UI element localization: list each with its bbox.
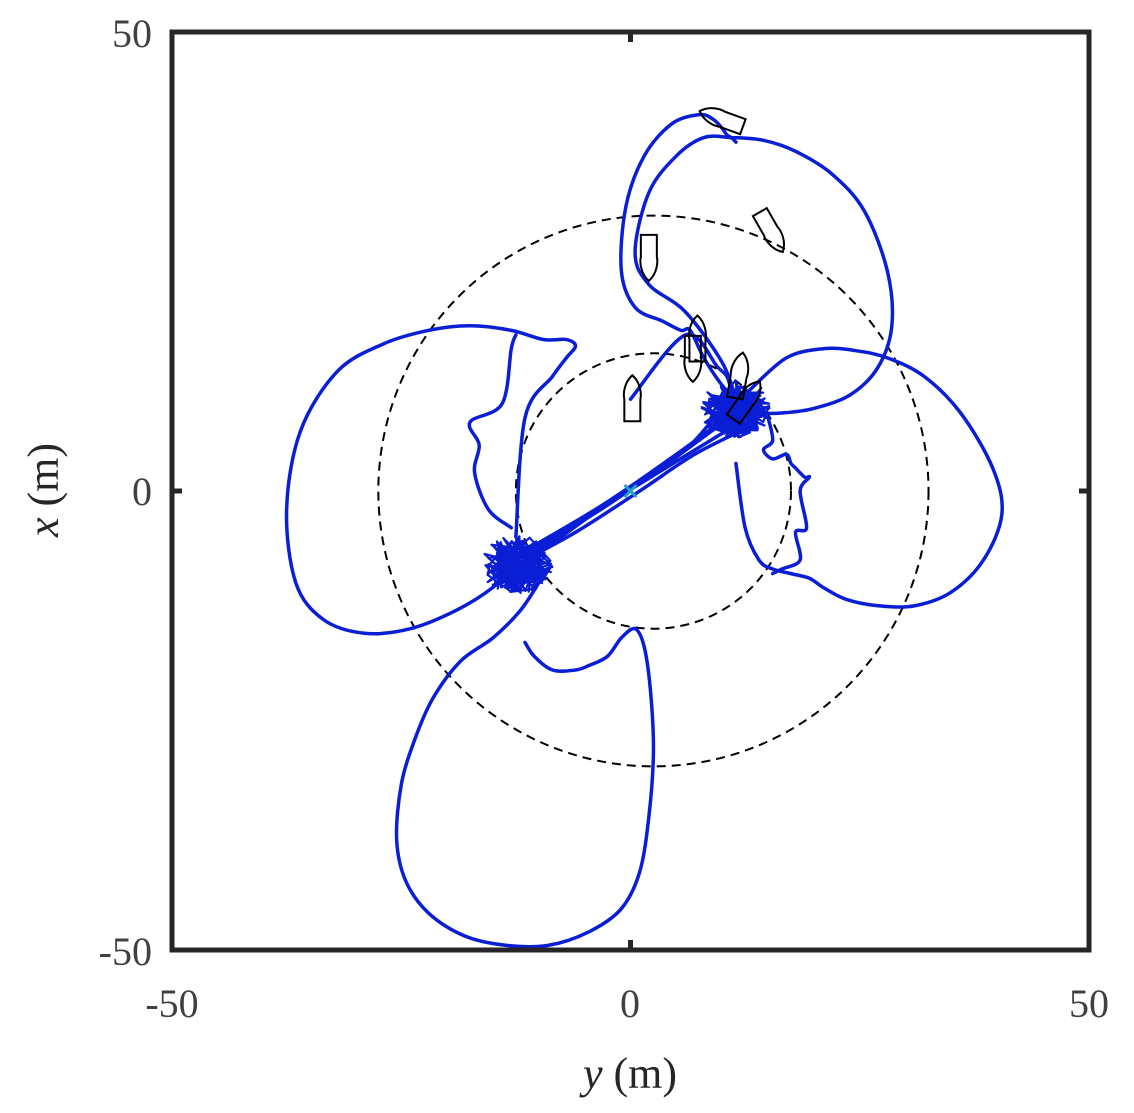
- y-tick-label-zero: 0: [132, 469, 152, 514]
- x-axis-label-var: y: [579, 1049, 603, 1098]
- vessel-hull: [622, 373, 642, 423]
- vessel-hull: [751, 206, 786, 254]
- y-axis-label-unit: (m): [19, 443, 68, 518]
- trajectory-segment-3: [633, 134, 895, 416]
- x-axis-label-unit: (m): [603, 1049, 678, 1098]
- tick-marks: [169, 29, 1092, 953]
- station-keeping-cluster-2: [700, 379, 771, 439]
- vessel-hull: [683, 334, 703, 384]
- station-keeping-cluster-1: [483, 535, 554, 594]
- dashed-circle-1: [514, 352, 792, 630]
- vessel-outline-2: [688, 314, 707, 363]
- vessel-hull: [688, 314, 707, 363]
- vessel-outline-5: [751, 206, 786, 254]
- vessel-outline-8: [725, 380, 762, 426]
- x-axis-label: y (m): [579, 1049, 677, 1098]
- vessel-outline-1: [622, 373, 642, 423]
- y-tick-label-max: 50: [112, 11, 152, 56]
- x-tick-label-min: -50: [145, 981, 198, 1026]
- trajectory-segment-12: [514, 424, 752, 567]
- y-axis-label-var: x: [19, 517, 68, 538]
- trajectory-segment-7: [394, 581, 656, 949]
- trajectory-segment-6: [284, 324, 578, 636]
- vessel-outline-4: [639, 233, 659, 283]
- origin-marker-1: [623, 483, 638, 499]
- data-layer: [284, 107, 1004, 949]
- x-tick-label-max: 50: [1069, 981, 1109, 1026]
- x-tick-label-zero: 0: [620, 981, 640, 1026]
- vessel-outline-3: [683, 334, 703, 384]
- trajectory-segment-8: [467, 333, 518, 530]
- dashed-circle-2: [377, 214, 930, 768]
- vessel-hull: [698, 107, 747, 136]
- vessel-hull: [639, 233, 659, 283]
- vessel-outline-7: [725, 351, 750, 401]
- trajectory-segment-5: [761, 415, 812, 576]
- vessel-hull: [725, 380, 762, 426]
- y-tick-label-min: -50: [99, 929, 152, 974]
- vessel-hull: [725, 351, 750, 401]
- vessel-outline-6: [698, 107, 747, 136]
- y-axis-label: x (m): [19, 443, 68, 538]
